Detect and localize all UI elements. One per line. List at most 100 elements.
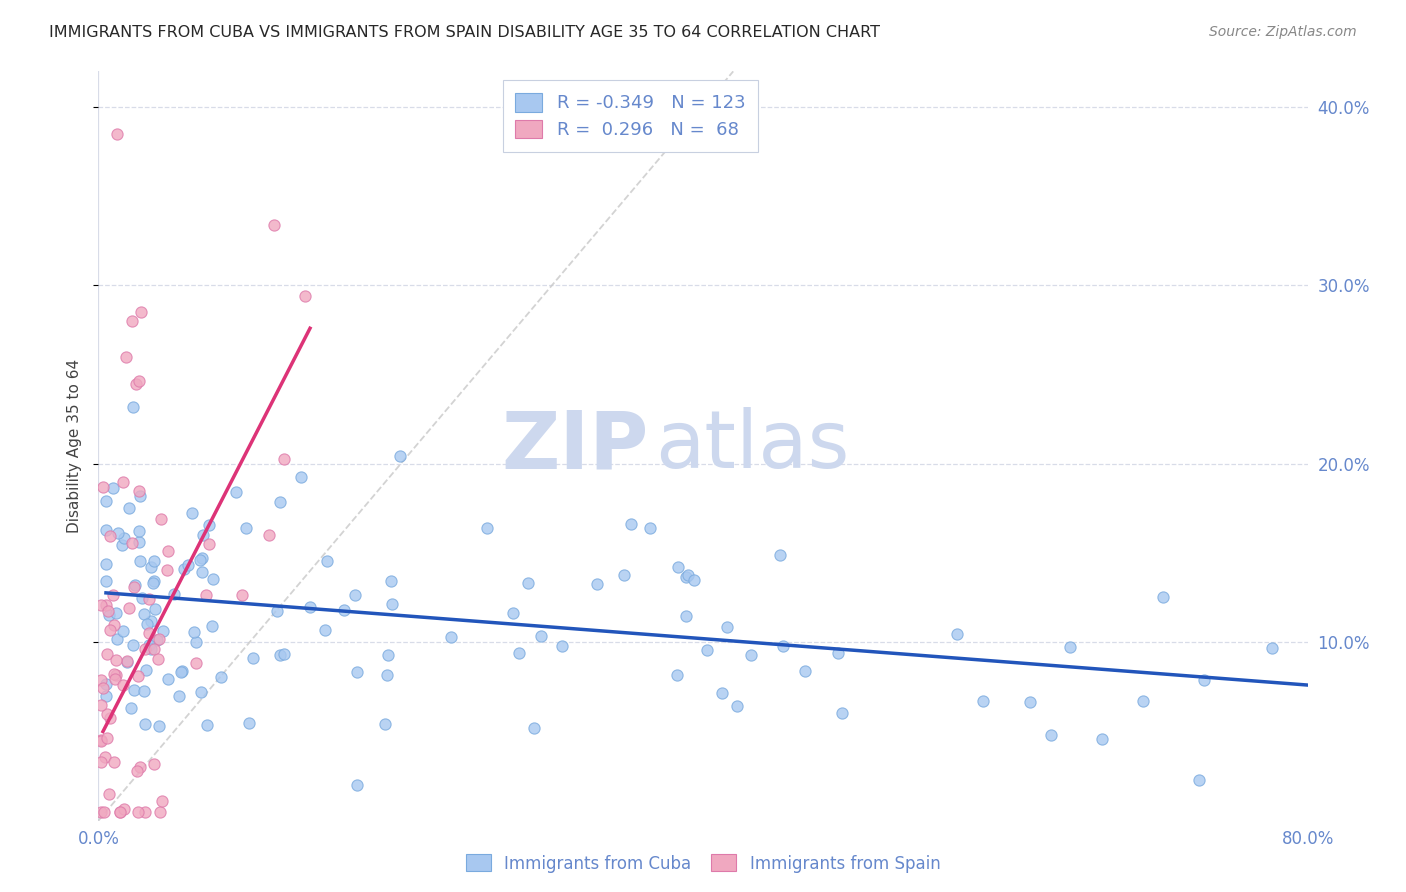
Point [134, 717, 156, 731]
Point [180, 506, 202, 520]
Point [112, 802, 135, 816]
Point [103, 667, 125, 681]
Point [946, 627, 969, 641]
Point [122, 639, 145, 653]
Point [93, 750, 115, 764]
Point [112, 475, 135, 489]
Point [132, 607, 155, 621]
Point [640, 521, 662, 535]
Point [129, 554, 152, 568]
Point [104, 606, 127, 620]
Point [139, 560, 162, 574]
Point [198, 537, 221, 551]
Point [128, 375, 150, 389]
Point [112, 531, 135, 545]
Point [156, 672, 179, 686]
Point [523, 721, 546, 735]
Point [1152, 590, 1174, 604]
Point [96, 647, 118, 661]
Point [675, 608, 697, 623]
Point [108, 805, 131, 819]
Point [190, 685, 212, 699]
Y-axis label: Disability Age 35 to 64: Disability Age 35 to 64 [67, 359, 83, 533]
Point [257, 528, 280, 542]
Point [613, 567, 636, 582]
Point [98, 711, 121, 725]
Point [104, 672, 127, 686]
Point [101, 589, 124, 603]
Point [139, 614, 162, 628]
Point [115, 655, 138, 669]
Point [122, 682, 145, 697]
Point [111, 678, 134, 692]
Point [120, 701, 142, 715]
Point [150, 794, 173, 808]
Point [129, 305, 152, 319]
Point [142, 576, 165, 591]
Point [769, 548, 792, 562]
Point [136, 617, 159, 632]
Point [90, 598, 112, 612]
Point [188, 553, 211, 567]
Point [138, 591, 160, 606]
Point [183, 624, 205, 639]
Point [315, 554, 337, 568]
Point [269, 495, 291, 509]
Point [103, 482, 125, 496]
Point [380, 574, 402, 588]
Point [96, 731, 118, 745]
Point [94, 677, 117, 691]
Point [97, 603, 120, 617]
Point [1019, 695, 1042, 709]
Point [94, 524, 117, 538]
Point [675, 570, 697, 584]
Point [502, 606, 524, 620]
Point [94, 494, 117, 508]
Point [135, 663, 157, 677]
Point [96, 598, 118, 612]
Point [620, 516, 643, 531]
Point [1059, 640, 1081, 654]
Point [98, 787, 121, 801]
Point [128, 524, 150, 538]
Point [294, 288, 316, 302]
Point [586, 576, 609, 591]
Point [374, 717, 396, 731]
Point [132, 684, 155, 698]
Point [173, 562, 195, 576]
Point [148, 652, 170, 666]
Point [1039, 728, 1062, 742]
Point [269, 648, 291, 663]
Point [231, 588, 253, 602]
Point [122, 580, 145, 594]
Point [93, 805, 115, 819]
Point [725, 699, 748, 714]
Point [517, 575, 540, 590]
Point [195, 588, 218, 602]
Point [138, 638, 160, 652]
Point [177, 558, 200, 572]
Point [115, 653, 138, 667]
Legend: Immigrants from Cuba, Immigrants from Spain: Immigrants from Cuba, Immigrants from Sp… [460, 847, 946, 880]
Point [111, 539, 134, 553]
Point [105, 127, 128, 141]
Point [111, 624, 134, 638]
Point [90, 734, 112, 748]
Point [242, 651, 264, 665]
Point [146, 632, 169, 647]
Point [346, 665, 368, 680]
Point [134, 805, 156, 819]
Point [551, 640, 574, 654]
Point [344, 588, 367, 602]
Point [772, 640, 794, 654]
Point [346, 778, 368, 792]
Point [108, 805, 131, 819]
Point [198, 518, 221, 533]
Point [143, 574, 166, 588]
Point [127, 764, 149, 778]
Point [238, 716, 260, 731]
Point [530, 629, 553, 643]
Text: atlas: atlas [655, 407, 849, 485]
Point [195, 718, 218, 732]
Point [682, 574, 704, 588]
